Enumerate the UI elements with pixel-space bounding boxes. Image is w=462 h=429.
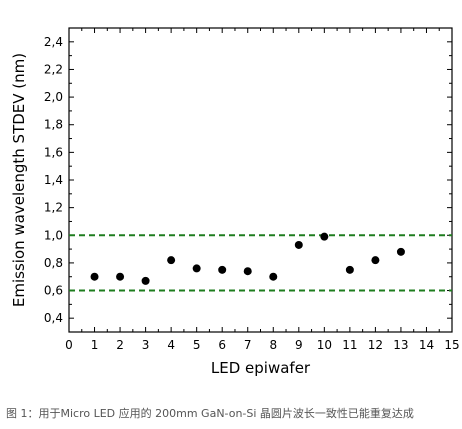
x-tick-label: 10 bbox=[317, 338, 332, 352]
data-point bbox=[345, 265, 354, 274]
x-tick-label: 11 bbox=[342, 338, 357, 352]
data-point bbox=[396, 247, 405, 256]
plot-frame bbox=[68, 27, 453, 333]
y-axis-title: Emission wavelength STDEV (nm) bbox=[10, 53, 28, 307]
x-tick-label: 1 bbox=[91, 338, 99, 352]
x-tick-label: 3 bbox=[142, 338, 150, 352]
data-point bbox=[192, 264, 201, 273]
y-tick-label: 0,8 bbox=[44, 256, 63, 270]
x-axis-title: LED epiwafer bbox=[211, 359, 311, 377]
y-tick-label: 2,2 bbox=[44, 62, 63, 76]
x-tick-label: 2 bbox=[116, 338, 124, 352]
y-tick-label: 2,0 bbox=[44, 90, 63, 104]
x-tick-label: 8 bbox=[269, 338, 277, 352]
data-point bbox=[371, 256, 380, 265]
data-point bbox=[90, 272, 99, 281]
y-tick-label: 2,4 bbox=[44, 35, 63, 49]
data-point bbox=[167, 256, 176, 265]
x-tick-label: 4 bbox=[167, 338, 175, 352]
scatter-chart: 0 1 2 3 4 5 6 7 8 9 10 11 12 13 14 150,40,60,81,01,21,4… bbox=[10, 27, 460, 377]
data-point bbox=[294, 240, 303, 249]
data-point bbox=[218, 265, 227, 274]
data-point bbox=[243, 267, 252, 276]
y-tick-label: 0,4 bbox=[44, 311, 63, 325]
figure-caption: 图 1：用于Micro LED 应用的 200mm GaN-on-Si 晶圆片波… bbox=[6, 407, 414, 420]
x-tick-label: 12 bbox=[368, 338, 383, 352]
y-tick-label: 0,6 bbox=[44, 284, 63, 298]
y-tick-label: 1,4 bbox=[44, 173, 63, 187]
x-tick-label: 15 bbox=[444, 338, 459, 352]
y-tick-label: 1,2 bbox=[44, 201, 63, 215]
data-point bbox=[141, 276, 150, 285]
x-tick-label: 13 bbox=[393, 338, 408, 352]
x-tick-label: 5 bbox=[193, 338, 201, 352]
y-tick-label: 1,8 bbox=[44, 118, 63, 132]
x-tick-label: 9 bbox=[295, 338, 303, 352]
x-tick-label: 0 bbox=[65, 338, 73, 352]
x-tick-label: 14 bbox=[419, 338, 434, 352]
data-point bbox=[116, 272, 125, 281]
x-tick-label: 7 bbox=[244, 338, 252, 352]
data-point bbox=[269, 272, 278, 281]
y-tick-label: 1,0 bbox=[44, 228, 63, 242]
y-tick-label: 1,6 bbox=[44, 145, 63, 159]
x-tick-label: 6 bbox=[218, 338, 226, 352]
plot-area: 0 1 2 3 4 5 6 7 8 9 10 11 12 13 14 150,40,60,81,01,21,4… bbox=[44, 27, 460, 352]
data-point bbox=[320, 232, 329, 241]
